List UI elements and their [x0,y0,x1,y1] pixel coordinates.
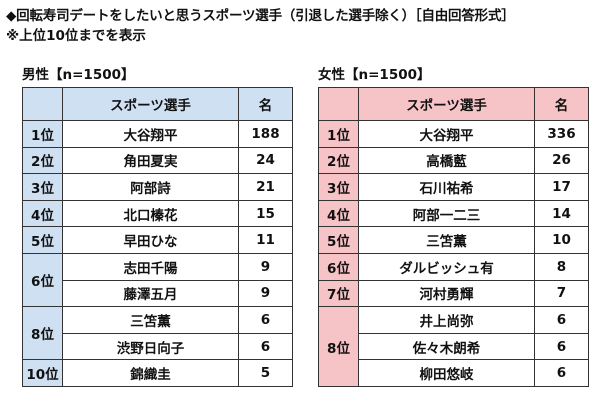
count-cell: 21 [238,173,293,201]
name-cell: 柳田悠岐 [358,359,535,387]
rank-cell: 5位 [22,226,63,254]
table-row: 8位 井上尚弥 6 [318,306,589,387]
page-title: ◆回転寿司デートをしたいと思うスポーツ選手（引退した選手除く）［自由回答形式］ [6,8,515,24]
count-cell: 188 [238,120,293,148]
page-subtitle: ※上位10位までを表示 [6,28,146,44]
count-cell: 15 [238,199,293,228]
rank-cell: 2位 [22,146,63,175]
table-row: 3位 石川祐希 17 [318,173,589,201]
table-row: 1位 大谷翔平 336 [318,120,589,148]
header-name-cell: スポーツ選手 [358,87,535,121]
table-row: 渋野日向子 6 [23,332,293,361]
name-cell: 志田千陽 [62,252,239,281]
rank-cell: 6位 [22,252,63,308]
name-cell: 渋野日向子 [62,332,239,361]
count-cell: 5 [238,359,293,387]
table-header-row: スポーツ選手 名 [22,87,293,121]
male-ranking-table: スポーツ選手 名 1位 大谷翔平 188 2位 角田夏実 24 3位 阿部詩 2… [22,87,293,387]
count-cell: 17 [534,173,589,201]
table-row: 8位 三笘薫 6 [22,306,293,361]
name-cell: 井上尚弥 [358,306,535,334]
rank-cell: 3位 [318,173,359,201]
table-row: 6位 志田千陽 9 [22,252,293,308]
table-row: 2位 角田夏実 24 [22,146,293,175]
count-cell: 6 [238,306,293,334]
rank-cell: 7位 [318,279,359,308]
male-section-label: 男性【n=1500】 [22,67,135,83]
count-cell: 7 [534,279,589,308]
rank-cell: 5位 [318,226,359,254]
name-cell: 河村勇輝 [358,279,535,308]
count-cell: 11 [238,226,293,254]
rank-cell: 3位 [22,173,63,201]
table-row: 1位 大谷翔平 188 [22,120,293,148]
table-row: 佐々木朗希 6 [319,332,589,361]
table-row: 4位 北口榛花 15 [22,199,293,228]
count-cell: 9 [238,252,293,281]
female-section-label: 女性【n=1500】 [318,67,431,83]
name-cell: 三笘薫 [358,226,535,254]
name-cell: ダルビッシュ有 [358,252,535,281]
count-cell: 6 [238,332,293,361]
header-name-cell: スポーツ選手 [62,87,239,121]
table-row: 7位 河村勇輝 7 [318,279,589,308]
rank-cell: 1位 [318,120,359,148]
rank-cell: 6位 [318,252,359,281]
name-cell: 藤澤五月 [62,279,239,308]
count-cell: 6 [534,306,589,334]
count-cell: 6 [534,332,589,361]
table-row: 5位 三笘薫 10 [318,226,589,254]
name-cell: 阿部一二三 [358,199,535,228]
name-cell: 北口榛花 [62,199,239,228]
count-cell: 10 [534,226,589,254]
name-cell: 錦織圭 [62,359,239,387]
count-cell: 8 [534,252,589,281]
table-row: 3位 阿部詩 21 [22,173,293,201]
name-cell: 大谷翔平 [62,120,239,148]
count-cell: 6 [534,359,589,387]
table-row: 10位 錦織圭 5 [22,359,293,387]
table-row: 4位 阿部一二三 14 [318,199,589,228]
count-cell: 336 [534,120,589,148]
rank-cell: 10位 [22,359,63,387]
header-rank-cell [22,87,63,121]
name-cell: 佐々木朗希 [358,332,535,361]
table-row: 6位 ダルビッシュ有 8 [318,252,589,281]
count-cell: 14 [534,199,589,228]
name-cell: 大谷翔平 [358,120,535,148]
name-cell: 早田ひな [62,226,239,254]
header-rank-cell [318,87,359,121]
name-cell: 高橋藍 [358,146,535,175]
rank-cell: 4位 [22,199,63,228]
rank-cell: 8位 [22,306,63,361]
header-count-cell: 名 [534,87,589,121]
table-row: 2位 高橋藍 26 [318,146,589,175]
name-cell: 三笘薫 [62,306,239,334]
female-ranking-table: スポーツ選手 名 1位 大谷翔平 336 2位 高橋藍 26 3位 石川祐希 1… [318,87,589,387]
name-cell: 石川祐希 [358,173,535,201]
name-cell: 阿部詩 [62,173,239,201]
rank-cell: 4位 [318,199,359,228]
name-cell: 角田夏実 [62,146,239,175]
count-cell: 26 [534,146,589,175]
rank-cell: 2位 [318,146,359,175]
table-row: 藤澤五月 9 [23,279,293,308]
rank-cell: 8位 [318,306,359,387]
table-row: 5位 早田ひな 11 [22,226,293,254]
table-header-row: スポーツ選手 名 [318,87,589,121]
count-cell: 24 [238,146,293,175]
table-row: 柳田悠岐 6 [319,359,589,387]
header-count-cell: 名 [238,87,293,121]
count-cell: 9 [238,279,293,308]
rank-cell: 1位 [22,120,63,148]
